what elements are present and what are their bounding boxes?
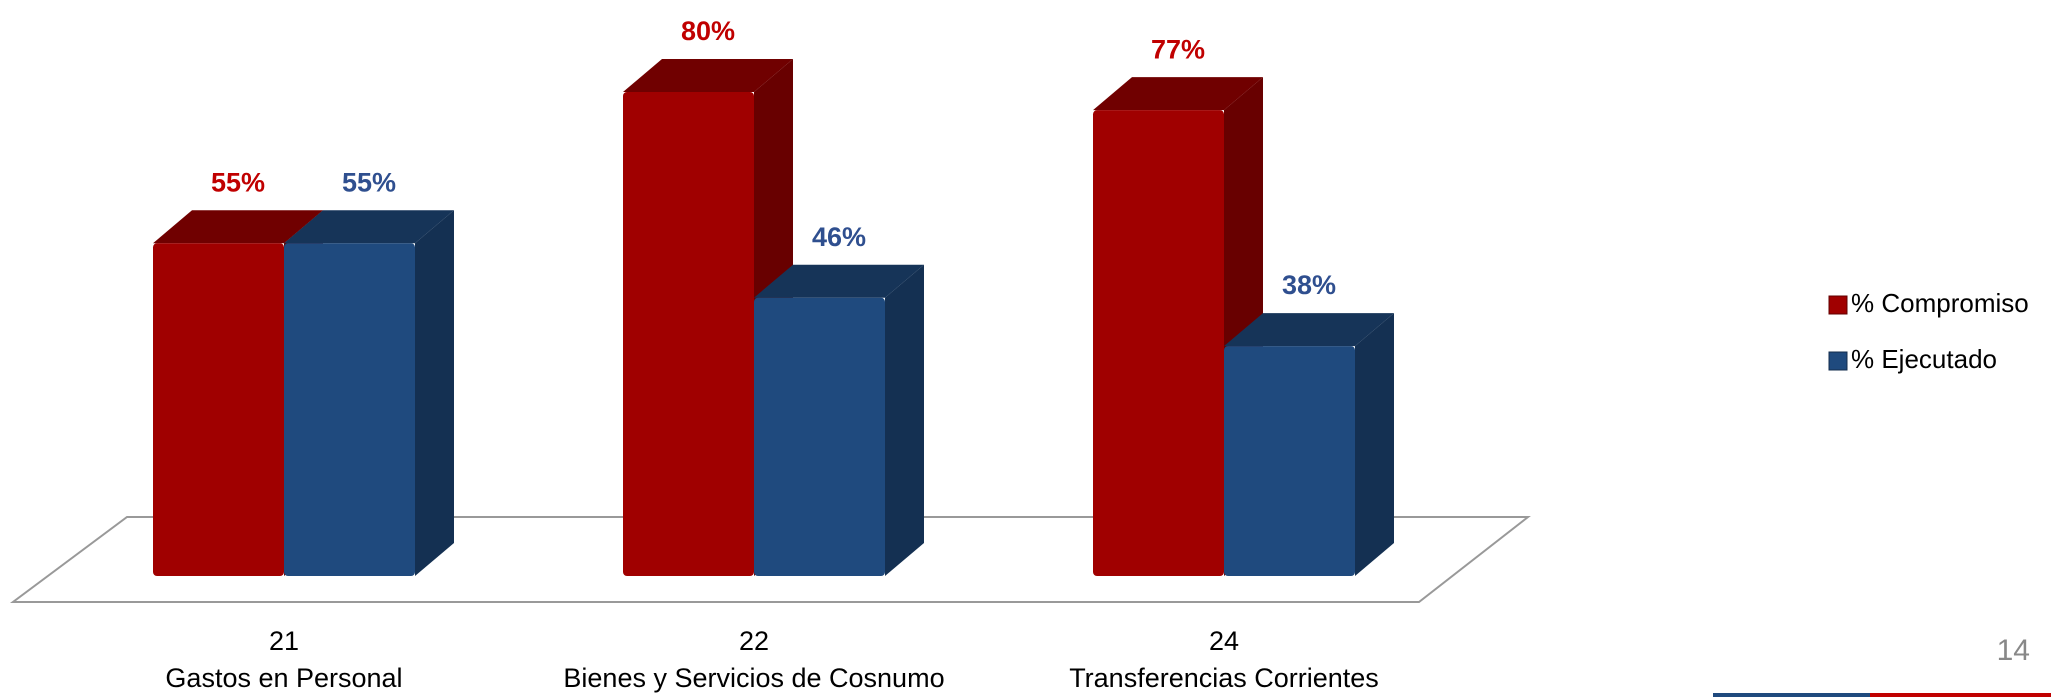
- legend-swatch: [1828, 351, 1848, 371]
- legend-label: % Compromiso: [1851, 288, 2029, 318]
- bar-side: [1355, 313, 1394, 576]
- bar-side: [885, 264, 924, 576]
- footer-bar-blue: [1713, 693, 1870, 697]
- value-label: 55%: [342, 167, 396, 197]
- bar-top: [754, 264, 924, 298]
- page-number: 14: [1997, 634, 2030, 667]
- bar-top: [623, 59, 793, 92]
- bar: [153, 243, 284, 576]
- footer-bar-red: [1870, 693, 2051, 697]
- floor: [9, 516, 1531, 603]
- x-tick-label: 22: [739, 626, 769, 656]
- legend-label: % Ejecutado: [1851, 344, 1997, 374]
- bar: [1093, 110, 1224, 577]
- value-label: 38%: [1282, 270, 1336, 300]
- bar: [284, 243, 415, 576]
- bar-side: [415, 210, 454, 576]
- bar-top: [1224, 313, 1394, 347]
- bar-top: [153, 210, 323, 244]
- bar: [623, 92, 754, 576]
- value-label: 55%: [211, 167, 265, 197]
- bar: [754, 297, 885, 576]
- bar-top: [284, 210, 454, 244]
- value-label: 46%: [812, 222, 866, 252]
- x-tick-label: 21: [269, 626, 299, 656]
- value-label: 80%: [681, 16, 735, 46]
- x-tick-label: Bienes y Servicios de Cosnumo: [563, 663, 944, 693]
- bar: [1224, 346, 1355, 576]
- bar-top: [1093, 77, 1263, 111]
- value-label: 77%: [1151, 34, 1205, 64]
- x-tick-label: 24: [1209, 626, 1239, 656]
- x-tick-label: Transferencias Corrientes: [1069, 663, 1379, 693]
- legend-swatch: [1828, 295, 1848, 315]
- x-tick-label: Gastos en Personal: [165, 663, 402, 693]
